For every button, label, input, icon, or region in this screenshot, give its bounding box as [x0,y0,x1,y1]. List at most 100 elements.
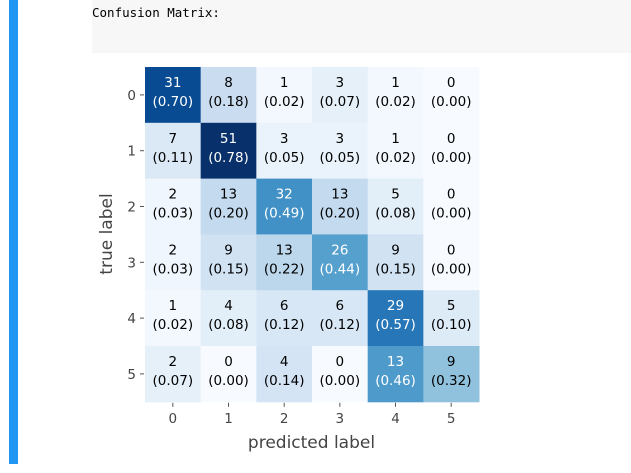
cell-fraction-label: (0.18) [208,94,249,110]
cell-count-label: 0 [336,354,345,370]
cell-count-label: 0 [447,75,456,91]
matrix-cell [367,234,424,291]
output-text-area [92,0,631,53]
x-tick-label: 4 [391,411,400,427]
cell-fraction-label: (0.57) [375,317,416,333]
x-tick-label: 1 [224,411,233,427]
matrix-cell [312,178,369,235]
cell-fraction-label: (0.02) [375,150,416,166]
matrix-cell [367,346,424,403]
x-tick-label: 5 [447,411,456,427]
y-tick-label: 0 [127,88,136,104]
matrix-cell [312,122,369,180]
cell-count-label: 6 [280,298,289,314]
matrix-cell [256,67,313,124]
x-axis-label: predicted label [248,433,375,453]
cell-count-label: 0 [224,354,233,370]
matrix-cell [256,122,313,180]
y-tick-label: 4 [127,311,136,327]
y-tick-label: 1 [127,144,136,160]
cell-fraction-label: (0.10) [431,317,472,333]
cell-count-label: 1 [391,75,400,91]
cell-count-label: 3 [280,131,289,147]
cell-count-label: 9 [224,242,233,258]
cell-count-label: 3 [336,75,345,91]
cell-fraction-label: (0.05) [264,150,305,166]
cell-count-label: 7 [169,131,178,147]
cell-count-label: 51 [220,131,237,147]
matrix-cell [367,67,424,124]
matrix-cell [423,178,480,235]
axis-ticks: 0 1 2 3 4 5 0 1 2 3 4 5 [127,88,455,427]
cell-fraction-label: (0.07) [320,94,361,110]
matrix-cell [367,122,424,180]
cell-fraction-label: (0.00) [208,373,249,389]
cell-count-label: 13 [387,354,404,370]
matrix-cell [423,234,480,291]
cell-count-label: 1 [169,298,178,314]
cell-fraction-label: (0.11) [153,150,194,166]
cell-fraction-label: (0.20) [320,206,361,222]
matrix-cell [256,290,313,347]
matrix-cell [145,234,202,291]
cell-fraction-label: (0.08) [208,317,249,333]
matrix-cell [312,67,369,124]
heatmap-cells: 3 1 (0.70) 8 (0.18) 1 (0.02) 3 (0.07) 1 (0.02) 0 (0.… [145,67,480,403]
matrix-cell [256,234,313,291]
cell-fraction-label: (0.70) [153,94,194,110]
cell-fraction-label: (0.15) [208,261,249,277]
matrix-cell [256,178,313,235]
selected-cell-indicator-bar[interactable] [9,0,18,464]
matrix-cell [423,122,480,180]
cell-fraction-label: (0.00) [320,373,361,389]
cell-fraction-label: (0.05) [320,150,361,166]
cell-fraction-label: (0.00) [431,150,472,166]
cell-count-label: 1 [280,75,289,91]
cell-count-label: 2 [169,242,178,258]
matrix-cell [200,122,257,180]
matrix-cell [145,290,202,347]
cell-fraction-label: (0.07) [153,373,194,389]
cell-count-label: 8 [224,75,233,91]
cell-count-label: 0 [447,242,456,258]
matrix-cell [367,290,424,347]
y-tick-label: 2 [127,200,136,216]
matrix-cell [200,290,257,347]
cell-count-label: 0 [447,131,456,147]
cell-fraction-label: (0.78) [208,150,249,166]
cell-count-label: 13 [220,187,237,203]
matrix-cell [145,67,202,124]
cell-count-label: 0 [447,187,456,203]
x-tick-label: 0 [169,411,178,427]
matrix-cell [312,346,369,403]
cell-fraction-label: (0.22) [264,261,305,277]
matrix-cell [312,234,369,291]
cell-count-label: 26 [331,242,348,258]
cell-count-label: 9 [447,354,456,370]
matrix-cell [423,346,480,403]
cell-fraction-label: (0.03) [153,261,194,277]
matrix-cell [367,178,424,235]
cell-fraction-label: (0.49) [264,206,305,222]
matrix-cell [200,178,257,235]
cell-count-label: 2 [169,187,178,203]
matrix-cell [200,346,257,403]
y-tick-label: 5 [127,367,136,383]
cell-count-label: 13 [331,187,348,203]
y-axis-label: true label [97,193,117,274]
cell-fraction-label: (0.08) [375,206,416,222]
matrix-cell [200,234,257,291]
matrix-cell [200,67,257,124]
cell-count-label: 4 [224,298,233,314]
cell-fraction-label: (0.02) [264,94,305,110]
matrix-cell [423,67,480,124]
cell-count-label: 32 [276,187,293,203]
matrix-cell [256,346,313,403]
x-tick-label: 2 [280,411,289,427]
cell-fraction-label: (0.12) [320,317,361,333]
cell-fraction-label: (0.00) [431,261,472,277]
cell-fraction-label: (0.44) [320,261,361,277]
cell-count-label: 9 [391,242,400,258]
cell-count-label: 1 [391,131,400,147]
